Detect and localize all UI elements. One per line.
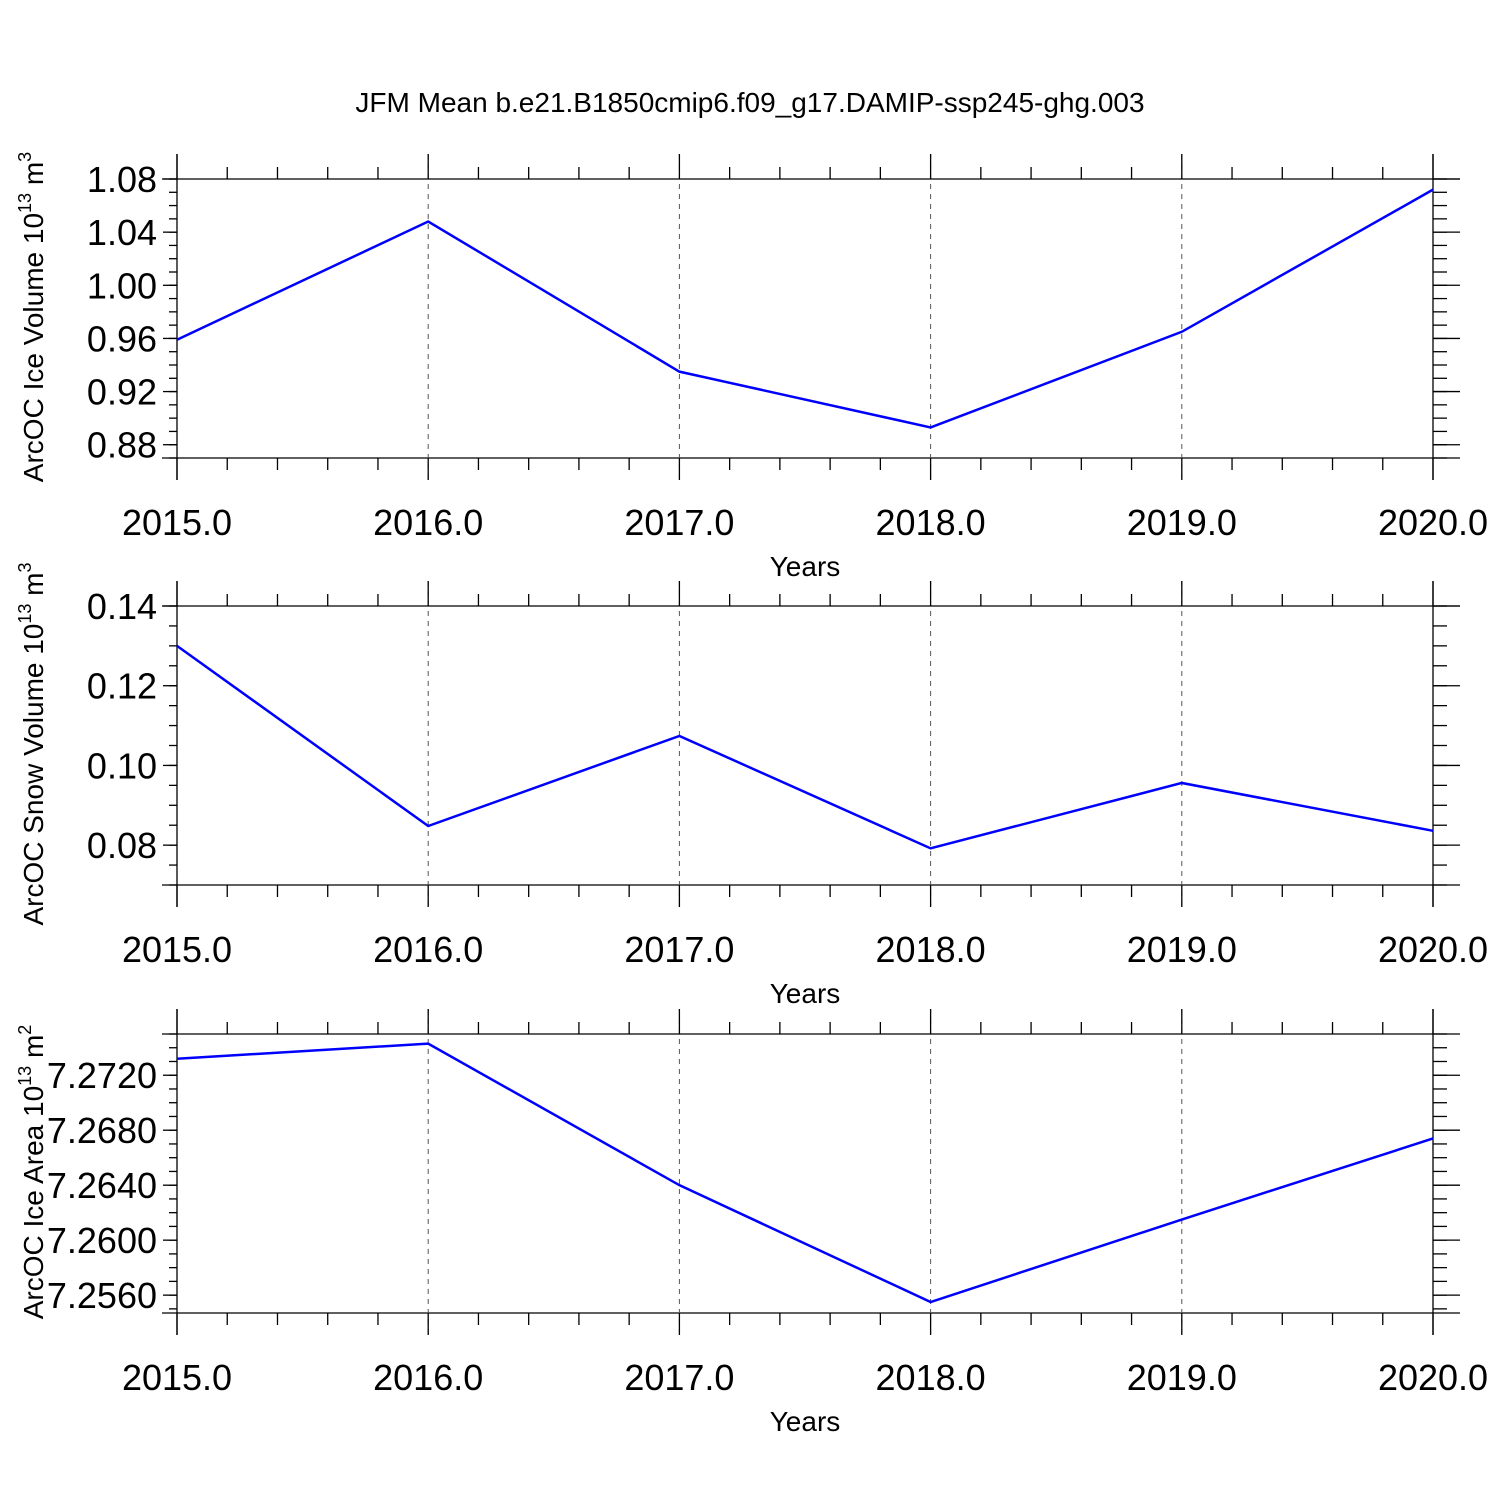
x-tick-label: 2020.0	[1378, 502, 1488, 543]
y-tick-label: 7.2680	[47, 1110, 157, 1151]
y-axis-label: ArcOC Ice Volume 1013 m3	[15, 152, 49, 482]
y-tick-label: 0.12	[87, 666, 157, 707]
x-tick-label: 2018.0	[876, 502, 986, 543]
x-tick-label: 2018.0	[876, 929, 986, 970]
y-tick-label: 0.10	[87, 745, 157, 786]
series-line	[176, 1042, 1434, 1304]
y-tick-label: 1.00	[87, 265, 157, 306]
x-tick-label: 2016.0	[373, 1357, 483, 1398]
y-tick-label: 7.2560	[47, 1275, 157, 1316]
x-tick-label: 2015.0	[122, 929, 232, 970]
y-tick-label: 0.92	[87, 372, 157, 413]
panel-3: 2015.0 2016.0 2017.0 2018.0 2019.0 2020.0 7.25…	[15, 1009, 1488, 1437]
x-tick-label: 2015.0	[122, 1357, 232, 1398]
y-tick-label: 1.04	[87, 212, 157, 253]
panel-2: 2015.0 2016.0 2017.0 2018.0 2019.0 2020.0 0.08…	[15, 562, 1488, 1009]
y-tick-label: 7.2600	[47, 1220, 157, 1261]
x-tick-label: 2018.0	[876, 1357, 986, 1398]
x-tick-label: 2020.0	[1378, 929, 1488, 970]
x-tick-label: 2015.0	[122, 502, 232, 543]
y-tick-label: 0.88	[87, 425, 157, 466]
y-tick-label: 1.08	[87, 159, 157, 200]
x-tick-label: 2019.0	[1127, 929, 1237, 970]
x-tick-label: 2016.0	[373, 929, 483, 970]
y-axis-label: ArcOC Ice Area 1013 m2	[15, 1025, 49, 1320]
x-tick-label: 2016.0	[373, 502, 483, 543]
series-line	[176, 644, 1434, 850]
y-tick-label: 7.2640	[47, 1165, 157, 1206]
y-tick-label: 0.08	[87, 825, 157, 866]
x-tick-label: 2017.0	[624, 1357, 734, 1398]
x-tick-label: 2017.0	[624, 502, 734, 543]
y-tick-label: 0.14	[87, 586, 157, 627]
panels: 2015.0 2016.0 2017.0 2018.0 2019.0 2020.0 0.88…	[15, 152, 1488, 1437]
x-tick-label: 2019.0	[1127, 502, 1237, 543]
x-axis-label: Years	[770, 978, 841, 1009]
x-axis-label: Years	[770, 1406, 841, 1437]
y-axis-label: ArcOC Snow Volume 1013 m3	[15, 562, 49, 925]
series-line	[176, 188, 1434, 429]
x-axis-label: Years	[770, 551, 841, 582]
x-tick-label: 2017.0	[624, 929, 734, 970]
x-tick-label: 2019.0	[1127, 1357, 1237, 1398]
y-tick-label: 7.2720	[47, 1055, 157, 1096]
panel-1: 2015.0 2016.0 2017.0 2018.0 2019.0 2020.0 0.88…	[15, 152, 1488, 582]
y-tick-label: 0.96	[87, 318, 157, 359]
chart-title: JFM Mean b.e21.B1850cmip6.f09_g17.DAMIP-…	[355, 87, 1144, 118]
x-tick-label: 2020.0	[1378, 1357, 1488, 1398]
